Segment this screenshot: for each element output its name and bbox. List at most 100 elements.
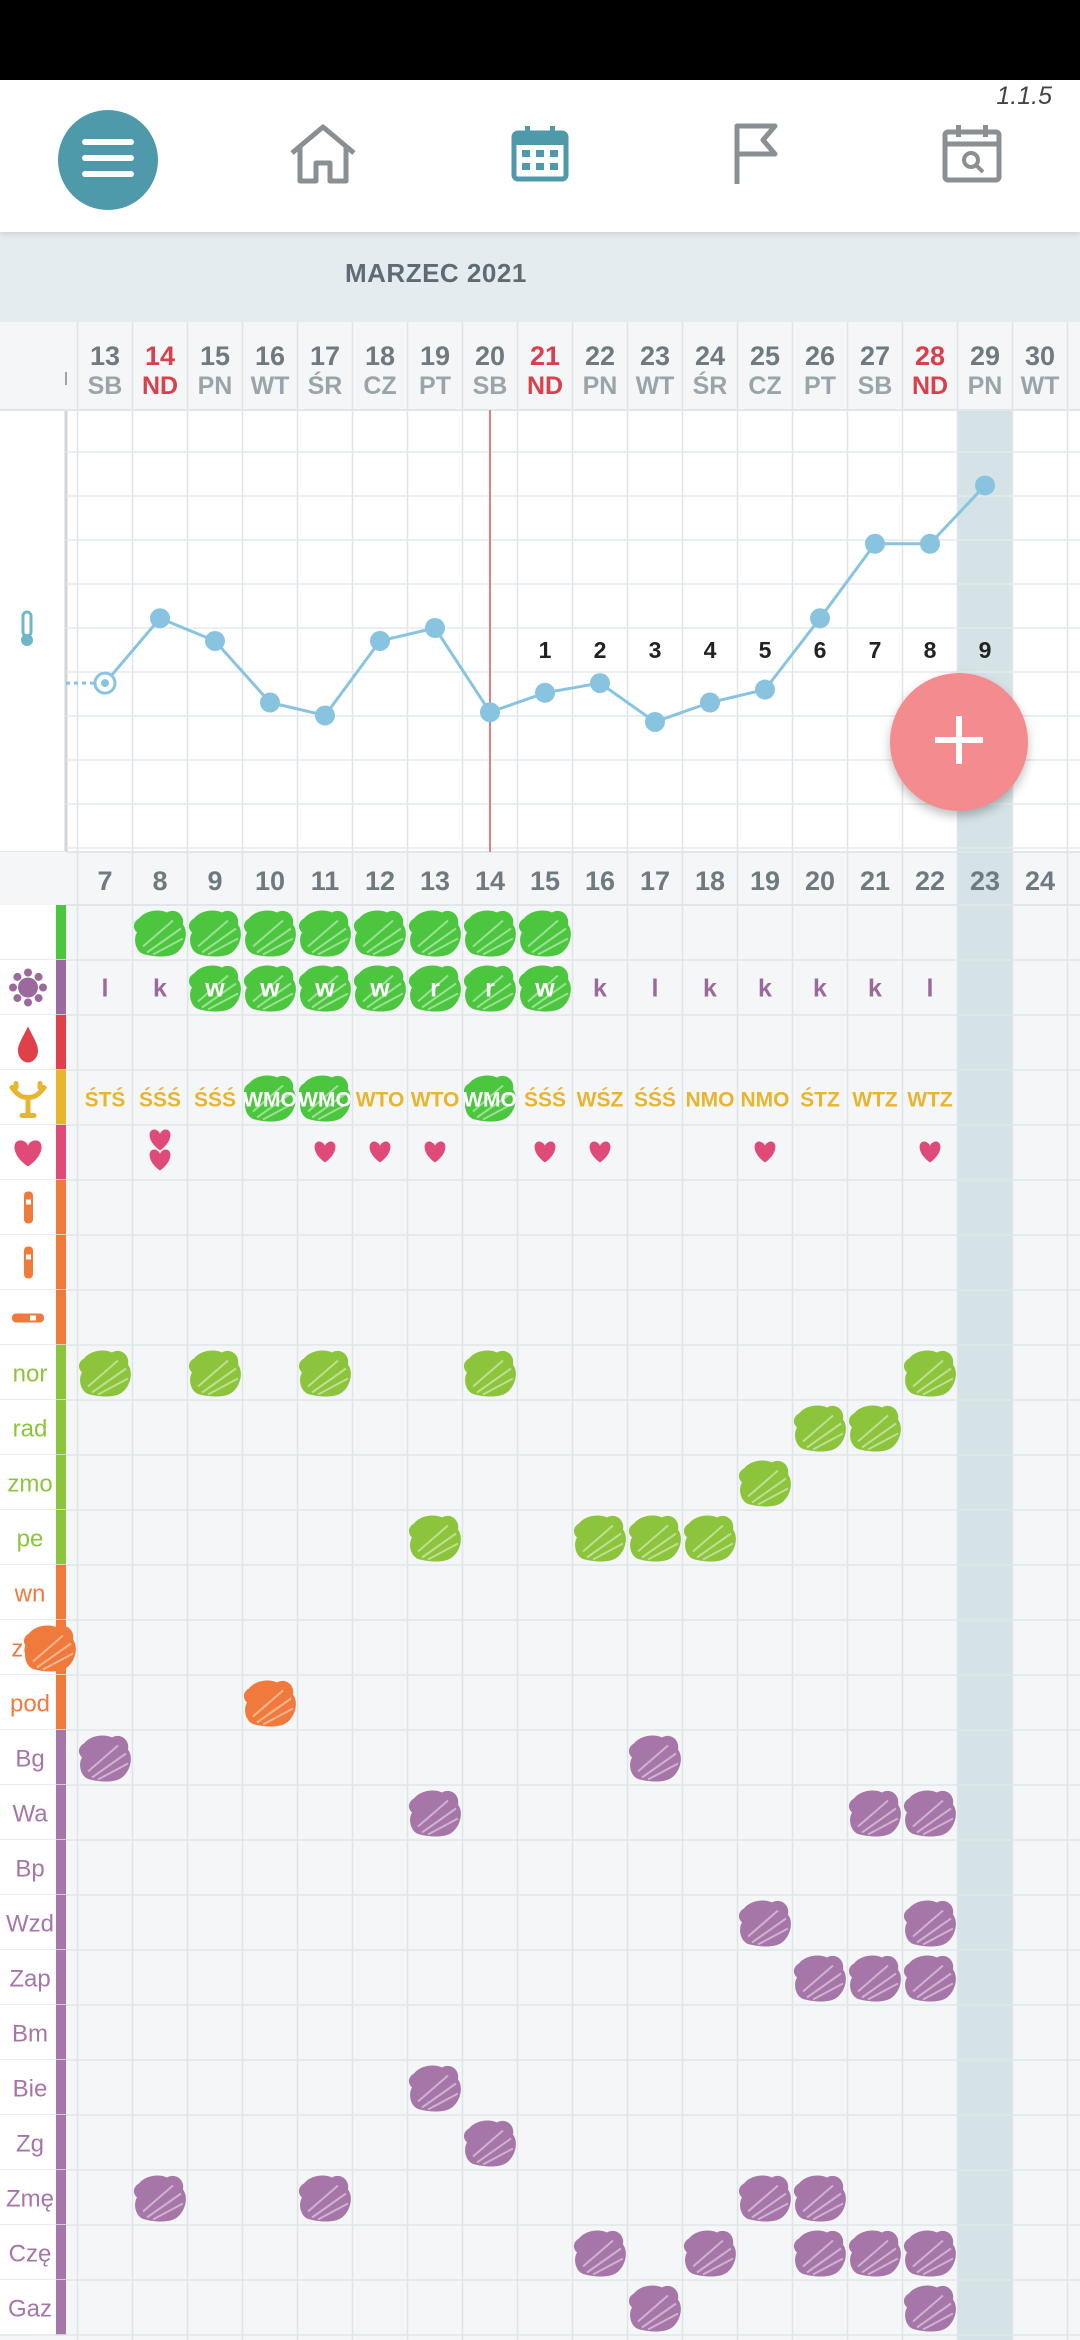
temperature-point[interactable] — [150, 608, 170, 629]
phase-day-number: 8 — [924, 637, 937, 663]
day-mark[interactable] — [848, 2230, 901, 2277]
home-icon — [288, 123, 358, 190]
day-mark[interactable] — [408, 1790, 461, 1837]
day-mark[interactable] — [573, 2230, 626, 2277]
day-mark[interactable] — [463, 1350, 516, 1397]
day-mark[interactable] — [463, 965, 516, 1012]
intercourse-heart[interactable] — [589, 1141, 611, 1163]
day-mark[interactable] — [793, 2175, 846, 2222]
temperature-point[interactable] — [315, 705, 335, 726]
temperature-point[interactable] — [480, 702, 500, 723]
intercourse-heart[interactable] — [149, 1149, 171, 1171]
row-label: wn — [14, 1581, 46, 1608]
day-mark[interactable] — [463, 1075, 516, 1122]
add-entry-button[interactable] — [890, 673, 1028, 811]
day-mark[interactable] — [133, 910, 186, 957]
home-button[interactable] — [273, 106, 373, 206]
day-mark[interactable] — [78, 1735, 131, 1782]
day-mark[interactable] — [848, 1790, 901, 1837]
menu-button[interactable] — [58, 110, 158, 210]
calendar-search-button[interactable] — [922, 106, 1022, 206]
day-mark[interactable] — [463, 2120, 516, 2167]
temperature-point[interactable] — [260, 692, 280, 713]
intercourse-heart[interactable] — [369, 1141, 391, 1163]
temperature-point[interactable] — [865, 533, 885, 554]
day-mark[interactable] — [848, 1955, 901, 2002]
temperature-point[interactable] — [920, 533, 940, 554]
temperature-point[interactable] — [370, 630, 390, 651]
temperature-point[interactable] — [425, 618, 445, 638]
calendar-button[interactable] — [490, 106, 590, 206]
temperature-point[interactable] — [205, 630, 225, 651]
intercourse-heart[interactable] — [534, 1141, 556, 1163]
temperature-point[interactable] — [755, 679, 775, 700]
day-mark[interactable] — [793, 1405, 846, 1452]
day-mark[interactable] — [188, 965, 241, 1012]
day-mark[interactable] — [133, 2175, 186, 2222]
day-mark[interactable] — [903, 1955, 956, 2002]
day-mark[interactable] — [353, 965, 406, 1012]
temperature-point[interactable] — [810, 608, 830, 629]
day-mark[interactable] — [848, 1405, 901, 1452]
temperature-point[interactable] — [645, 711, 665, 732]
day-mark[interactable] — [298, 1075, 351, 1122]
day-mark[interactable] — [903, 2285, 956, 2332]
day-mark[interactable] — [628, 2285, 681, 2332]
temperature-point[interactable] — [975, 475, 995, 496]
day-mark[interactable] — [188, 1350, 241, 1397]
day-mark[interactable] — [408, 2065, 461, 2112]
intercourse-heart[interactable] — [919, 1141, 941, 1163]
day-mark[interactable] — [298, 2175, 351, 2222]
weekday-label: ŚR — [693, 370, 728, 400]
temperature-point[interactable] — [535, 682, 555, 703]
day-mark[interactable] — [463, 910, 516, 957]
day-mark[interactable] — [243, 1075, 296, 1122]
intercourse-heart[interactable] — [314, 1141, 336, 1163]
day-mark[interactable] — [903, 1350, 956, 1397]
row-label-cell — [0, 2115, 56, 2170]
day-mark[interactable] — [903, 1790, 956, 1837]
day-mark[interactable] — [243, 965, 296, 1012]
day-mark[interactable] — [518, 910, 571, 957]
day-mark[interactable] — [298, 965, 351, 1012]
temperature-point[interactable] — [700, 692, 720, 713]
day-mark[interactable] — [683, 1515, 736, 1562]
day-number: 16 — [255, 341, 285, 371]
day-mark[interactable] — [78, 1350, 131, 1397]
intercourse-heart[interactable] — [754, 1141, 776, 1163]
day-mark[interactable] — [23, 1625, 76, 1672]
day-mark[interactable] — [628, 1515, 681, 1562]
day-mark[interactable] — [683, 2230, 736, 2277]
day-mark[interactable] — [353, 910, 406, 957]
day-mark[interactable] — [738, 1900, 791, 1947]
row-color-strip — [56, 1290, 66, 1345]
day-mark[interactable] — [573, 1515, 626, 1562]
day-mark[interactable] — [628, 1735, 681, 1782]
day-mark[interactable] — [793, 2230, 846, 2277]
flag-button[interactable] — [706, 106, 806, 206]
day-mark[interactable] — [298, 1350, 351, 1397]
day-mark[interactable] — [738, 1460, 791, 1507]
day-mark[interactable] — [793, 1955, 846, 2002]
day-mark[interactable] — [408, 910, 461, 957]
day-mark[interactable] — [518, 965, 571, 1012]
intercourse-heart[interactable] — [424, 1141, 446, 1163]
day-mark[interactable] — [243, 1680, 296, 1727]
day-mark[interactable] — [408, 1515, 461, 1562]
day-value-text: k — [153, 975, 167, 1003]
row-label: Wa — [12, 1801, 48, 1828]
day-value-text: r — [485, 975, 495, 1003]
day-mark[interactable] — [188, 910, 241, 957]
intercourse-heart[interactable] — [149, 1129, 171, 1151]
temperature-point[interactable] — [590, 673, 610, 694]
day-mark[interactable] — [408, 965, 461, 1012]
cycle-day-number: 24 — [1025, 866, 1055, 896]
day-mark[interactable] — [903, 1900, 956, 1947]
day-mark[interactable] — [298, 910, 351, 957]
day-mark[interactable] — [243, 910, 296, 957]
day-mark[interactable] — [738, 2175, 791, 2222]
day-value-text: ŚTZ — [800, 1088, 840, 1112]
day-mark[interactable] — [903, 2230, 956, 2277]
day-value-text: WMO — [463, 1089, 517, 1112]
